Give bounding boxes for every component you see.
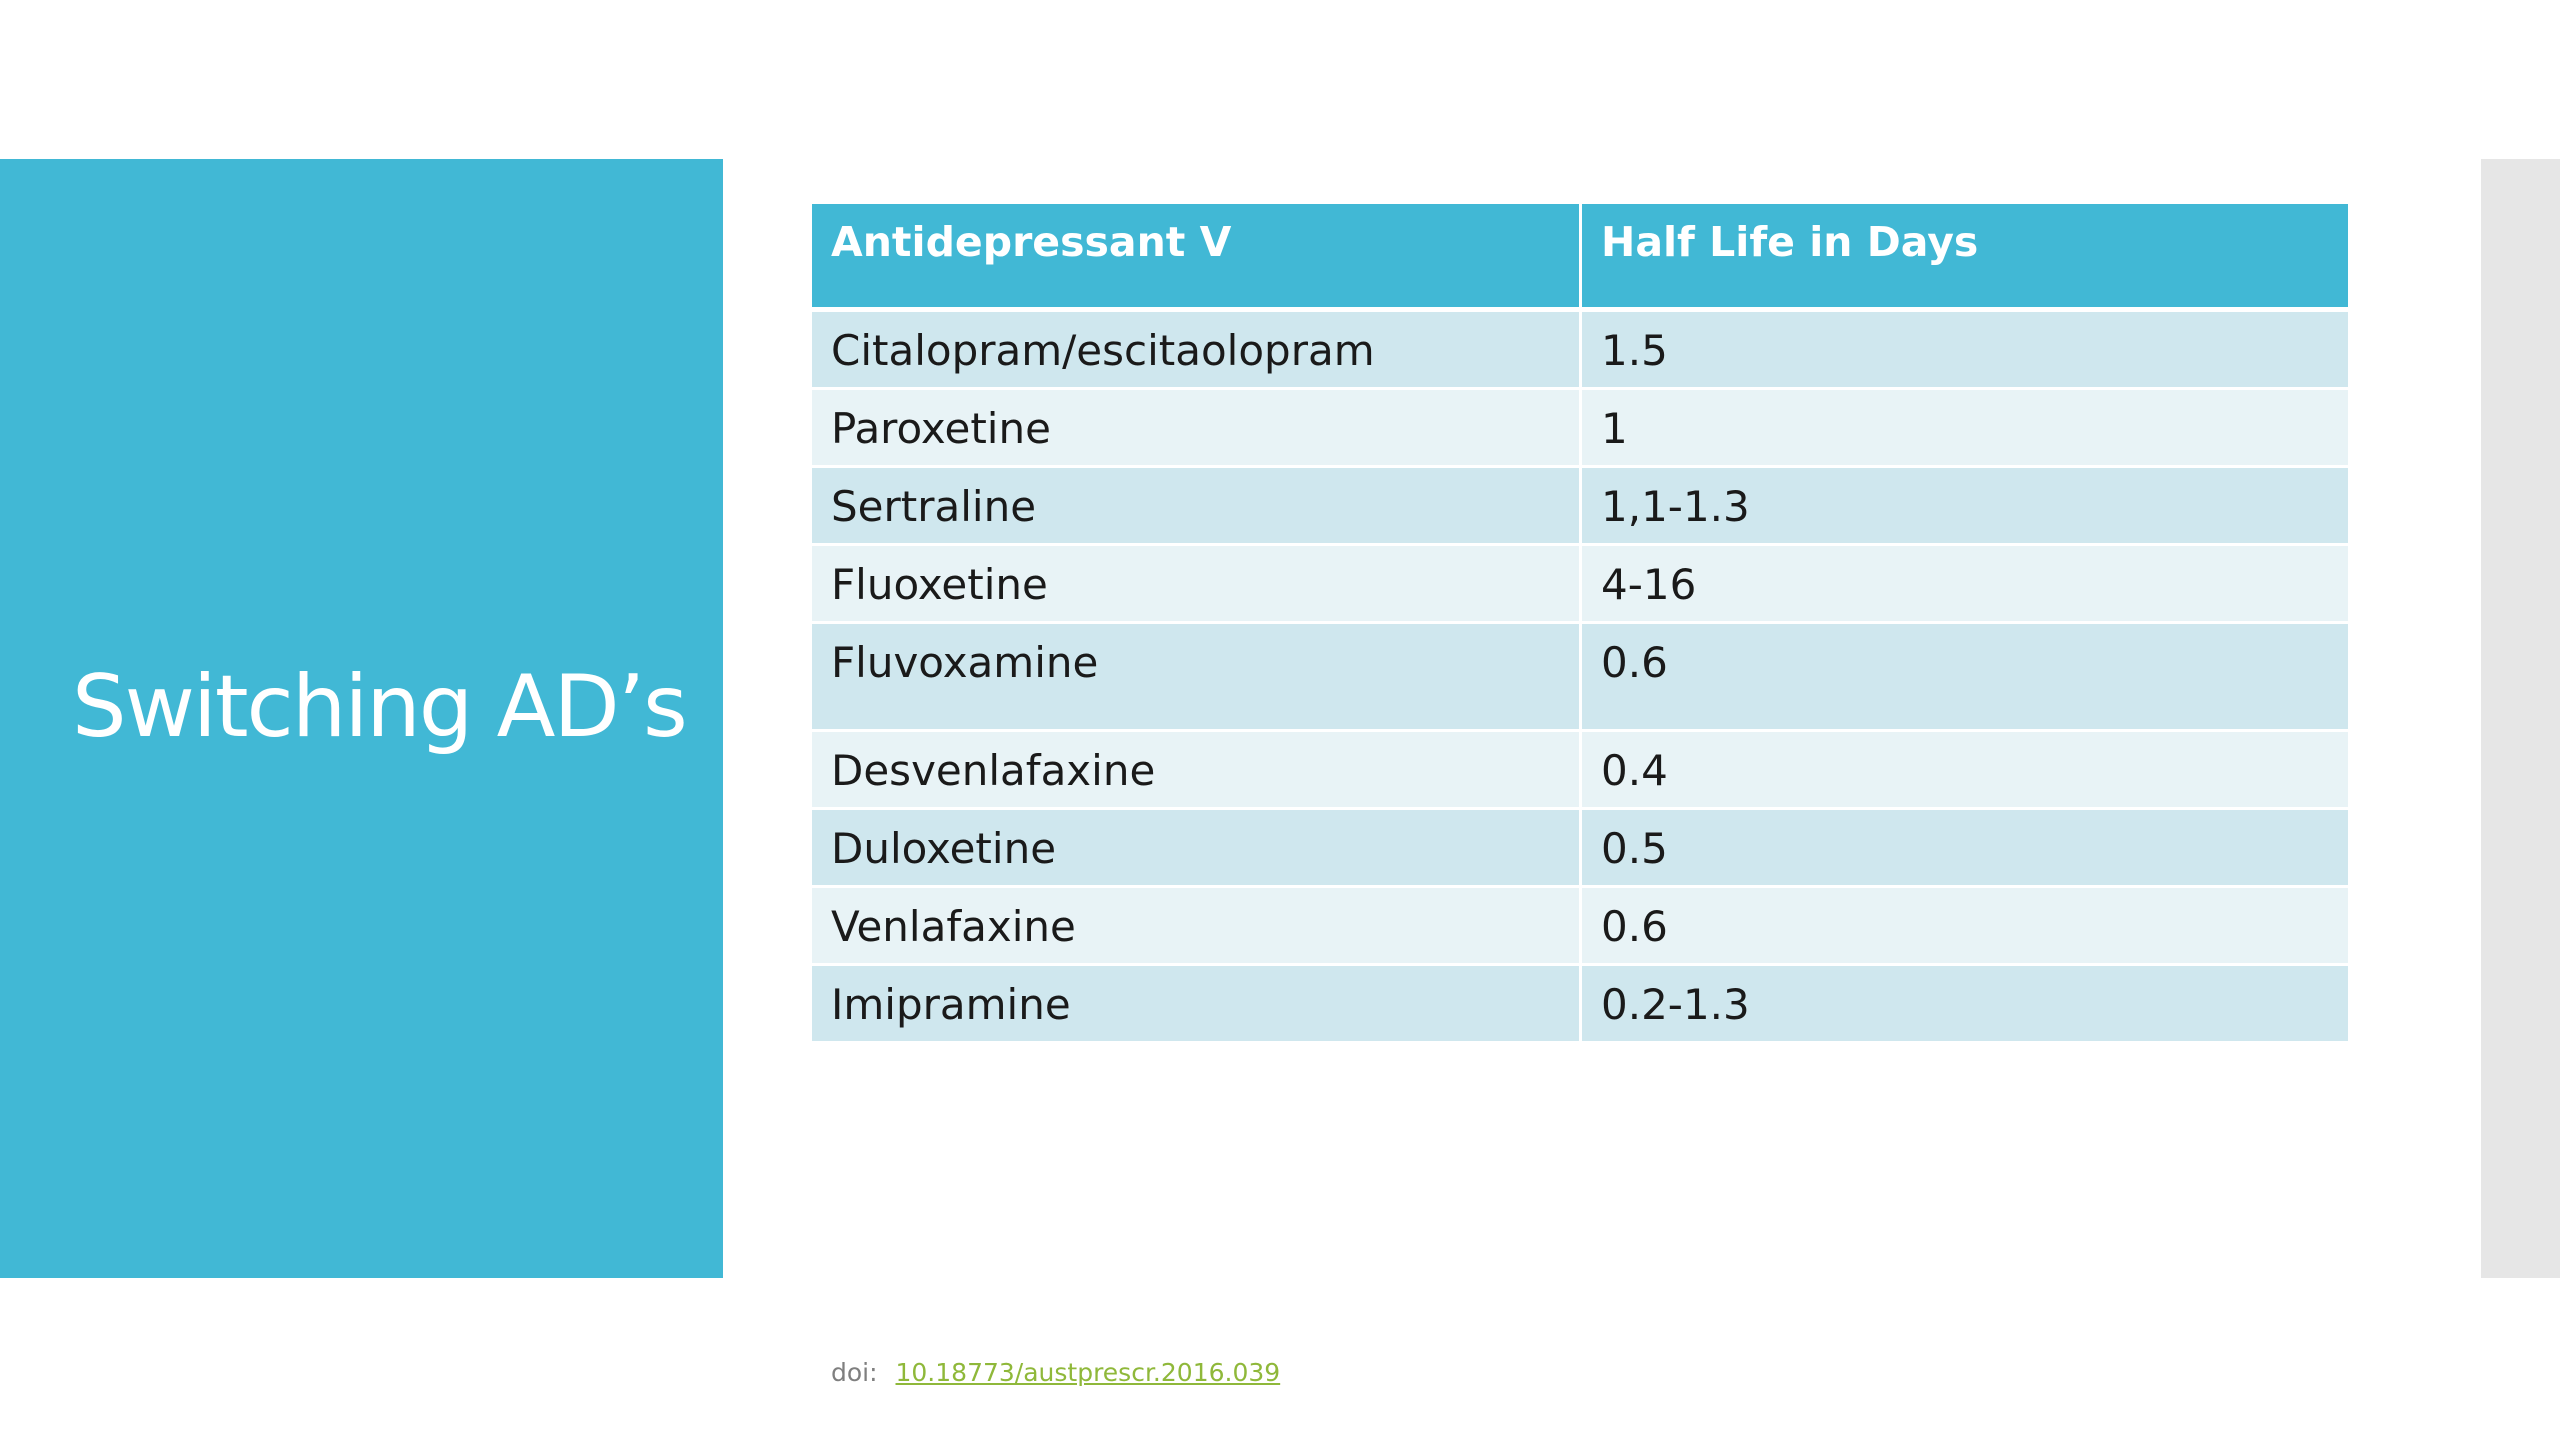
half-life-table: Antidepressant V Half Life in Days Cital…: [812, 204, 2348, 1044]
half-life-cell: 4-16: [1579, 546, 2348, 621]
header-antidepressant: Antidepressant V: [831, 218, 1232, 266]
drug-name-cell: Fluoxetine: [831, 560, 1048, 609]
table-row: Citalopram/escitaolopram 1.5: [812, 312, 2348, 390]
table-row: Paroxetine 1: [812, 390, 2348, 468]
half-life-cell: 0.6: [1579, 624, 2348, 729]
drug-name-cell: Desvenlafaxine: [831, 746, 1156, 795]
table-row: Sertraline 1,1-1.3: [812, 468, 2348, 546]
doi-label: doi:: [831, 1358, 878, 1387]
drug-name-cell: Duloxetine: [831, 824, 1057, 873]
half-life-cell: 1: [1579, 390, 2348, 465]
table-row: Duloxetine 0.5: [812, 810, 2348, 888]
half-life-cell: 0.2-1.3: [1579, 966, 2348, 1041]
header-half-life: Half Life in Days: [1579, 204, 2348, 307]
half-life-cell: 0.4: [1579, 732, 2348, 807]
title-panel: [0, 159, 723, 1278]
table-header-row: Antidepressant V Half Life in Days: [812, 204, 2348, 312]
drug-name-cell: Imipramine: [831, 980, 1071, 1029]
table-row: Fluvoxamine 0.6: [812, 624, 2348, 732]
table-row: Desvenlafaxine 0.4: [812, 732, 2348, 810]
half-life-cell: 0.5: [1579, 810, 2348, 885]
slide-title: Switching AD’s: [72, 657, 688, 757]
half-life-cell: 1.5: [1579, 312, 2348, 387]
drug-name-cell: Sertraline: [831, 482, 1037, 531]
table-row: Fluoxetine 4-16: [812, 546, 2348, 624]
doi-link[interactable]: 10.18773/austprescr.2016.039: [895, 1358, 1281, 1387]
drug-name-cell: Venlafaxine: [831, 902, 1076, 951]
table-row: Venlafaxine 0.6: [812, 888, 2348, 966]
drug-name-cell: Paroxetine: [831, 404, 1051, 453]
drug-name-cell: Citalopram/escitaolopram: [831, 326, 1375, 375]
half-life-cell: 0.6: [1579, 888, 2348, 963]
right-edge-strip: [2481, 159, 2560, 1278]
half-life-cell: 1,1-1.3: [1579, 468, 2348, 543]
drug-name-cell: Fluvoxamine: [831, 638, 1099, 687]
table-row: Imipramine 0.2-1.3: [812, 966, 2348, 1044]
citation: doi: 10.18773/austprescr.2016.039: [831, 1358, 1280, 1387]
